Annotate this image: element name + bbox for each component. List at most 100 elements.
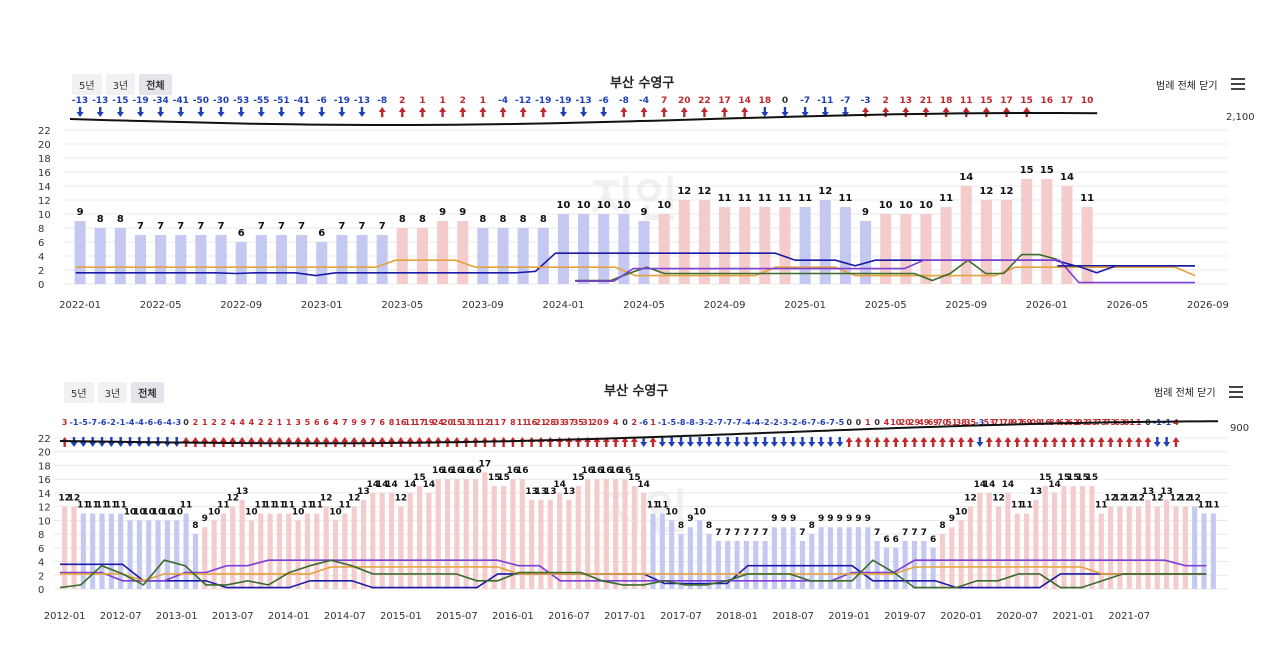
- arrow-down-icon: [761, 437, 769, 447]
- change-label: 18: [759, 96, 772, 106]
- bar-value-label: 13: [1160, 487, 1173, 497]
- x-tick-label: 2025-01: [784, 300, 826, 311]
- period-3y-button[interactable]: 3년: [105, 74, 136, 95]
- change-label: -1: [658, 418, 667, 427]
- bar-value-label: 11: [1095, 501, 1108, 511]
- hamburger-menu-icon[interactable]: [1229, 386, 1243, 398]
- bar-value-label: 7: [177, 221, 184, 232]
- legend-toggle-button[interactable]: 범례 전체 닫기: [1156, 81, 1218, 92]
- change-label: 8: [510, 418, 516, 427]
- arrow-down-icon: [976, 437, 984, 447]
- bar-value-label: 9: [439, 207, 446, 218]
- bar: [74, 221, 86, 284]
- x-tick-label: 2017-01: [604, 611, 646, 622]
- arrow-up-icon: [862, 107, 870, 117]
- bar-value-label: 15: [1039, 473, 1052, 483]
- change-label: -7: [714, 418, 723, 427]
- change-label: -2: [107, 418, 116, 427]
- arrow-down-icon: [742, 437, 750, 447]
- bar-value-label: 7: [743, 528, 749, 538]
- arrow-up-icon: [882, 437, 890, 447]
- change-label: -4: [751, 418, 760, 427]
- bar: [71, 506, 77, 589]
- bar-value-label: 7: [715, 528, 721, 538]
- chart-svg-bottom: 0246810121416182022121211111111111010101…: [38, 418, 1249, 622]
- arrow-down-icon: [668, 437, 676, 447]
- x-tick-label: 2026-05: [1106, 300, 1148, 311]
- bar-value-label: 7: [338, 221, 345, 232]
- bar: [396, 228, 408, 284]
- bar: [416, 228, 428, 284]
- bar: [547, 499, 553, 589]
- change-label: 1: [286, 418, 292, 427]
- y-tick-label: 10: [38, 516, 51, 527]
- change-label: 20: [678, 96, 691, 106]
- bar-value-label: 12: [320, 494, 333, 504]
- bar-value-label: 12: [1188, 494, 1201, 504]
- bar: [155, 520, 161, 589]
- legend-toggle-button[interactable]: 범례 전체 닫기: [1154, 388, 1216, 399]
- bar: [598, 214, 610, 284]
- arrow-up-icon: [418, 107, 426, 117]
- bar: [658, 214, 670, 284]
- bar: [911, 540, 918, 589]
- arrow-up-icon: [741, 107, 749, 117]
- arrow-down-icon: [1153, 437, 1161, 447]
- bar: [818, 527, 824, 589]
- period-5y-button[interactable]: 5년: [72, 74, 102, 95]
- bar-value-label: 11: [283, 501, 296, 511]
- bar-value-label: 12: [818, 186, 832, 197]
- indicator-line-orange: [75, 259, 1196, 277]
- hamburger-menu-icon[interactable]: [1231, 78, 1245, 90]
- change-label: 7: [501, 418, 507, 427]
- bar: [248, 520, 255, 589]
- period-3y-button[interactable]: 3년: [97, 382, 128, 403]
- bar-value-label: 7: [902, 528, 908, 538]
- bar-value-label: 11: [86, 501, 99, 511]
- bar: [416, 486, 423, 589]
- change-label: -13: [575, 96, 591, 106]
- change-label: 22: [698, 96, 711, 106]
- change-label: 1: [865, 418, 871, 427]
- x-tick-label: 2020-01: [940, 611, 982, 622]
- bar: [855, 527, 862, 589]
- change-label: 16: [395, 418, 407, 427]
- y-tick-label: 0: [38, 585, 44, 596]
- bar-value-label: 10: [329, 507, 342, 517]
- bar: [977, 492, 983, 589]
- bar: [827, 527, 834, 589]
- bar-value-label: 10: [657, 200, 671, 211]
- change-label: 10: [1081, 96, 1094, 106]
- bar: [739, 207, 751, 284]
- change-label: 09: [1030, 418, 1042, 427]
- bar: [538, 499, 544, 589]
- change-label: -3: [975, 418, 984, 427]
- bar-value-label: 11: [656, 501, 669, 511]
- arrow-up-icon: [360, 437, 368, 447]
- bar-value-label: 9: [687, 514, 693, 524]
- bar: [99, 513, 105, 589]
- change-label: 49: [918, 418, 930, 427]
- bar-value-label: 16: [441, 466, 454, 476]
- arrow-down-icon: [836, 437, 844, 447]
- arrow-up-icon: [621, 437, 629, 447]
- bar-value-label: 13: [563, 487, 576, 497]
- change-label: 7: [370, 418, 376, 427]
- period-all-button[interactable]: 전체: [131, 382, 164, 403]
- x-tick-label: 2024-09: [704, 300, 746, 311]
- period-selector: 5년 3년 전체: [64, 382, 164, 403]
- bar: [706, 534, 712, 589]
- bar-value-label: 12: [1179, 494, 1192, 504]
- bar-value-label: 14: [385, 480, 398, 490]
- x-tick-label: 2022-09: [220, 300, 262, 311]
- bar: [719, 207, 731, 284]
- period-5y-button[interactable]: 5년: [64, 382, 94, 403]
- bar-value-label: 12: [964, 494, 977, 504]
- bar: [809, 534, 815, 589]
- bar-value-label: 7: [725, 528, 731, 538]
- bar-value-label: 6: [883, 535, 889, 545]
- bar: [687, 527, 693, 589]
- x-tick-label: 2013-01: [156, 611, 198, 622]
- period-all-button[interactable]: 전체: [139, 74, 172, 95]
